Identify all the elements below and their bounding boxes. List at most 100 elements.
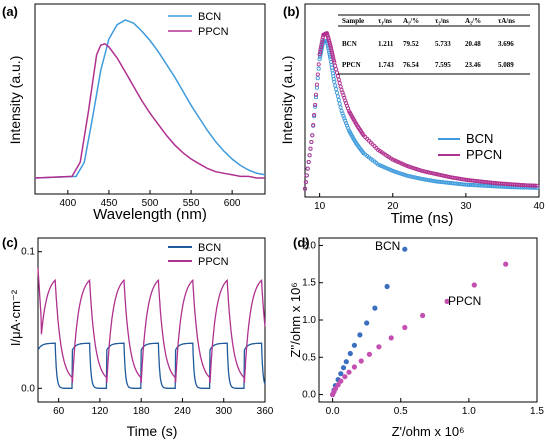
point-ppcn — [331, 56, 336, 61]
point-bcn — [390, 168, 395, 173]
legend-label-bcn: BCN — [466, 131, 493, 146]
point-bcn — [454, 181, 459, 186]
x-tick-label: 240 — [174, 406, 191, 417]
point-bcn — [388, 168, 393, 173]
legend-label-ppcn: PPCN — [198, 26, 229, 38]
point-ppcn — [423, 169, 428, 174]
x-tick-label: 400 — [60, 198, 77, 209]
point-bcn — [343, 359, 349, 365]
point-bcn — [399, 171, 404, 177]
point-bcn — [333, 83, 338, 88]
panel-a-xlabel: Wavelength (nm) — [93, 206, 207, 223]
point-ppcn — [309, 139, 314, 145]
point-bcn — [418, 176, 423, 181]
point-ppcn — [307, 153, 312, 158]
point-bcn — [372, 305, 378, 311]
point-ppcn — [420, 312, 426, 319]
x-tick-label: 40 — [533, 201, 545, 212]
point-ppcn — [308, 146, 313, 151]
point-ppcn — [505, 182, 510, 187]
point-ppcn — [331, 58, 336, 63]
point-ppcn — [332, 60, 337, 65]
legend-label-bcn: BCN — [198, 242, 221, 254]
table-cell: BCN — [342, 40, 357, 48]
table-cell: 79.52 — [403, 40, 419, 48]
x-tick-label: 0.5 — [394, 406, 408, 417]
point-ppcn — [330, 54, 335, 59]
point-ppcn — [444, 298, 450, 304]
x-tick-label: 1.0 — [462, 406, 476, 417]
annotation-bcn: BCN — [375, 239, 400, 253]
point-ppcn — [445, 174, 450, 179]
point-ppcn — [436, 172, 441, 177]
panel-d: (d) 0.0 0.5 1.0 1.5 0.0 0.5 1.0 1.5 2.0 BCN PPCN… — [288, 235, 544, 439]
point-ppcn — [332, 386, 338, 392]
point-ppcn — [500, 181, 505, 186]
panel-c: (c) 60 120 180 240 300 360 0.0 0.1 BCN PPCN Tim… — [2, 235, 274, 439]
point-ppcn — [329, 48, 334, 53]
point-bcn — [376, 162, 381, 167]
panel-d-ylabel: Z''/ohm x 10⁶ — [288, 282, 303, 357]
point-ppcn — [305, 166, 310, 171]
panel-d-label: (d) — [293, 235, 310, 250]
point-bcn — [351, 342, 357, 348]
lifetime-table: Sample τ₁/ns A₁/% τ₂/ns A₂/% τA/ns BCN 1.211 79.… — [338, 14, 530, 75]
point-bcn — [383, 165, 388, 170]
panel-a-frame — [34, 3, 266, 195]
panel-a: (a) 400 450 500 550 600 BCN PPCN Wavelength … — [2, 3, 266, 223]
point-bcn — [412, 175, 417, 180]
x-tick-label: 180 — [133, 406, 150, 417]
point-ppcn — [318, 44, 324, 50]
point-ppcn — [533, 183, 538, 188]
point-ppcn — [421, 169, 426, 174]
point-bcn — [327, 52, 332, 57]
point-bcn — [344, 121, 349, 126]
point-bcn — [465, 182, 470, 187]
point-ppcn — [328, 44, 333, 49]
point-ppcn — [329, 46, 334, 51]
table-cell: 76.54 — [403, 61, 419, 69]
point-ppcn — [304, 173, 309, 178]
point-bcn — [357, 332, 363, 338]
point-bcn — [336, 98, 341, 103]
point-bcn — [419, 176, 425, 182]
x-tick-label: 600 — [224, 198, 241, 209]
table-header: A₂/% — [465, 17, 481, 25]
point-ppcn — [310, 133, 315, 138]
table-cell: 5.733 — [435, 40, 451, 48]
point-ppcn — [525, 183, 531, 188]
table-cell: 5.089 — [498, 61, 514, 69]
point-ppcn — [414, 167, 419, 172]
point-bcn — [313, 95, 319, 100]
point-ppcn — [535, 183, 540, 188]
x-tick-label: 1.5 — [530, 406, 544, 417]
legend-label-bcn: BCN — [198, 11, 221, 23]
point-bcn — [345, 125, 351, 131]
point-bcn — [478, 183, 483, 188]
point-bcn — [402, 246, 408, 252]
point-ppcn — [376, 344, 382, 350]
point-ppcn — [311, 123, 316, 128]
point-bcn — [407, 174, 412, 179]
legend-label-ppcn: PPCN — [466, 147, 502, 162]
point-ppcn — [425, 170, 430, 175]
point-bcn — [318, 54, 323, 59]
y-tick-label: 1.5 — [302, 278, 316, 289]
table-cell: 1.211 — [378, 40, 394, 48]
point-ppcn — [471, 282, 477, 288]
point-bcn — [447, 180, 452, 185]
point-ppcn — [461, 177, 467, 182]
point-ppcn — [319, 42, 324, 47]
panel-b-label: (b) — [283, 4, 300, 19]
table-header: Sample — [342, 17, 364, 25]
table-cell: 20.48 — [465, 40, 481, 48]
point-bcn — [430, 178, 436, 183]
point-ppcn — [318, 49, 323, 54]
x-tick-label: 450 — [101, 198, 118, 209]
point-ppcn — [438, 172, 443, 178]
point-bcn — [410, 174, 415, 180]
point-bcn — [347, 350, 353, 357]
x-tick-label: 500 — [142, 198, 159, 209]
point-ppcn — [449, 175, 454, 180]
point-bcn — [335, 94, 340, 99]
